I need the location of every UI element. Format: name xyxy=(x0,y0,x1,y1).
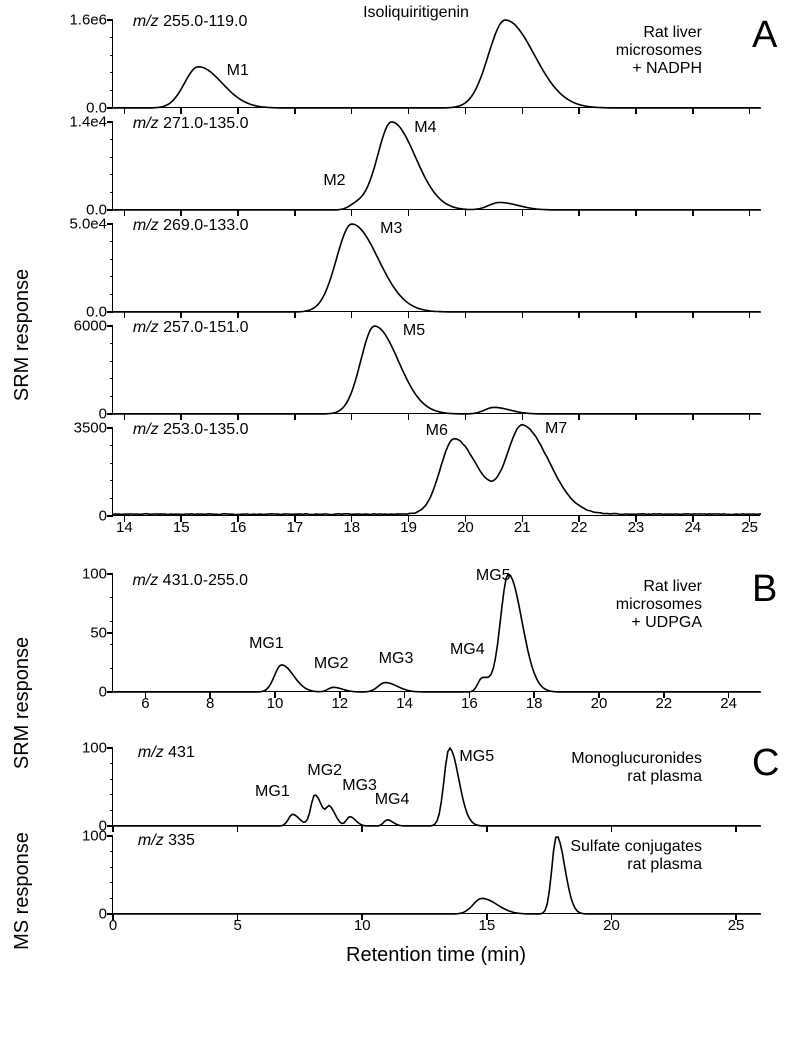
xtick-label: 19 xyxy=(400,515,417,536)
annotation: MG2 xyxy=(307,762,342,780)
yaxis-title-B: SRM response xyxy=(11,637,34,769)
xtick-label: 20 xyxy=(603,913,620,934)
xtick-label: 10 xyxy=(354,913,371,934)
xtick-label: 15 xyxy=(173,515,190,536)
annotation: M3 xyxy=(380,220,402,238)
annotation: Isoliquiritigenin xyxy=(363,4,469,22)
ytick-label: 0 xyxy=(99,684,113,701)
annotation: m/z 271.0-135.0 xyxy=(133,115,249,133)
ytick-label: 100 xyxy=(82,828,113,845)
panel-letter-C: C xyxy=(752,742,779,785)
panel-C-condition: Monoglucuronides xyxy=(571,750,702,768)
annotation: MG2 xyxy=(314,655,349,673)
xtick-label: 16 xyxy=(461,691,478,712)
annotation: m/z 257.0-151.0 xyxy=(133,319,249,337)
annotation: m/z 431.0-255.0 xyxy=(132,572,248,590)
xtick-label: 10 xyxy=(267,691,284,712)
xtick-label: 24 xyxy=(720,691,737,712)
panel-C-condition: rat plasma xyxy=(627,856,702,874)
xtick-label: 23 xyxy=(628,515,645,536)
xtick-label: 18 xyxy=(526,691,543,712)
yaxis-title-C: MS response xyxy=(11,832,34,950)
xtick-label: 21 xyxy=(514,515,531,536)
panel-A-sub-4: 06000m/z 257.0-151.0M5 xyxy=(112,326,760,414)
xtick-label: 12 xyxy=(331,691,348,712)
xtick-label: 25 xyxy=(741,515,758,536)
panel-A-condition: Rat liver xyxy=(643,24,702,42)
xtick-label: 20 xyxy=(591,691,608,712)
xtick-label: 24 xyxy=(684,515,701,536)
xtick-label: 8 xyxy=(206,691,214,712)
ytick-label: 5.0e4 xyxy=(69,216,113,233)
panel-A-condition: microsomes xyxy=(616,42,702,60)
figure: 0.01.6e6m/z 255.0-119.0M1Isoliquiritigen… xyxy=(0,0,802,1050)
panel-C-condition: Sulfate conjugates xyxy=(570,838,702,856)
ytick-label: 50 xyxy=(90,625,113,642)
panel-A-sub-3: 0.05.0e4m/z 269.0-133.0M3 xyxy=(112,224,760,312)
annotation: m/z 431 xyxy=(138,744,195,762)
xaxis-title: Retention time (min) xyxy=(346,944,526,967)
xtick-label: 0 xyxy=(109,913,117,934)
panel-C-condition: rat plasma xyxy=(627,768,702,786)
annotation: m/z 255.0-119.0 xyxy=(133,13,247,31)
ytick-label: 1.4e4 xyxy=(69,114,113,131)
xtick-label: 14 xyxy=(396,691,413,712)
panel-letter-A: A xyxy=(752,14,777,57)
panel-B: 050100681012141618202224m/z 431.0-255.0M… xyxy=(112,574,760,692)
annotation: M5 xyxy=(403,322,425,340)
panel-A-sub-1: 0.01.6e6m/z 255.0-119.0M1Isoliquiritigen… xyxy=(112,20,760,108)
ytick-label: 0 xyxy=(99,508,113,525)
annotation: M4 xyxy=(414,119,436,137)
panel-letter-B: B xyxy=(752,568,777,611)
xtick-label: 6 xyxy=(141,691,149,712)
annotation: M1 xyxy=(227,62,249,80)
annotation: MG4 xyxy=(375,791,410,809)
xtick-label: 15 xyxy=(479,913,496,934)
xtick-label: 5 xyxy=(233,913,241,934)
ytick-label: 3500 xyxy=(74,420,113,437)
panel-A-sub-5: 03500141516171819202122232425m/z 253.0-1… xyxy=(112,428,760,516)
xtick-label: 14 xyxy=(116,515,133,536)
annotation: MG1 xyxy=(249,635,284,653)
annotation: MG3 xyxy=(342,777,377,795)
annotation: m/z 253.0-135.0 xyxy=(133,421,249,439)
panel-A-condition: + NADPH xyxy=(632,60,702,78)
annotation: MG3 xyxy=(379,650,414,668)
xtick-label: 20 xyxy=(457,515,474,536)
yaxis-title-A: SRM response xyxy=(11,255,34,415)
annotation: MG4 xyxy=(450,641,485,659)
panel-C-sub-2: 01000510152025m/z 335Sulfate conjugatesr… xyxy=(112,836,760,914)
ytick-label: 6000 xyxy=(74,318,113,335)
xtick-label: 18 xyxy=(343,515,360,536)
xtick-label: 17 xyxy=(287,515,304,536)
panel-A-sub-2: 0.01.4e4m/z 271.0-135.0M2M4 xyxy=(112,122,760,210)
annotation: MG5 xyxy=(459,748,494,766)
xtick-label: 25 xyxy=(728,913,745,934)
annotation: MG1 xyxy=(255,783,290,801)
ytick-label: 100 xyxy=(82,566,113,583)
annotation: M6 xyxy=(426,422,448,440)
xtick-label: 22 xyxy=(571,515,588,536)
annotation: MG5 xyxy=(476,567,511,585)
annotation: M2 xyxy=(323,172,345,190)
panel-B-condition: Rat liver xyxy=(643,578,702,596)
annotation: M7 xyxy=(545,420,567,438)
xtick-label: 16 xyxy=(230,515,247,536)
ytick-label: 100 xyxy=(82,740,113,757)
xtick-label: 22 xyxy=(655,691,672,712)
annotation: m/z 335 xyxy=(138,832,195,850)
annotation: m/z 269.0-133.0 xyxy=(133,217,249,235)
ytick-label: 1.6e6 xyxy=(69,12,113,29)
panel-B-condition: + UDPGA xyxy=(631,614,702,632)
panel-B-condition: microsomes xyxy=(616,596,702,614)
panel-C-sub-1: 0100m/z 431MG1MG2MG3MG4MG5Monoglucuronid… xyxy=(112,748,760,826)
